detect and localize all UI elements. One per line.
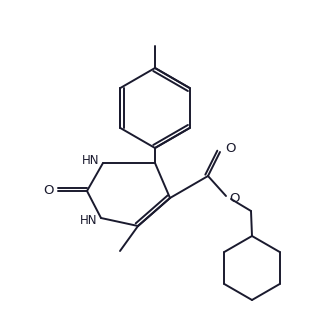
Text: O: O (44, 184, 54, 197)
Text: HN: HN (80, 213, 97, 226)
Text: HN: HN (81, 154, 99, 167)
Text: O: O (225, 143, 235, 155)
Text: O: O (230, 191, 240, 204)
